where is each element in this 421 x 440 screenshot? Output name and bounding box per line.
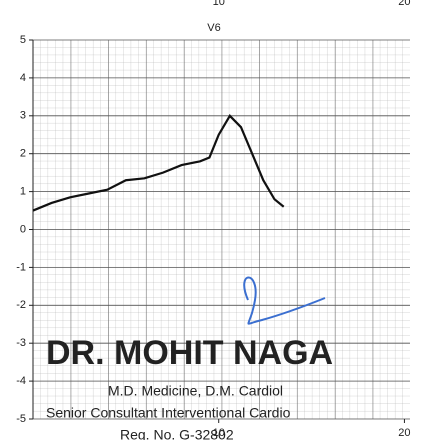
stamp-text: Senior Consultant Interventional Cardio [46, 405, 291, 421]
y-tick-label: 2 [20, 148, 26, 160]
data-line [32, 114, 285, 212]
stamp-text: Reg. No. G-32802 [120, 427, 234, 440]
x-tick-label: 10 [213, 427, 225, 439]
y-tick-label: -4 [16, 375, 26, 387]
stamp-text: M.D. Medicine, D.M. Cardiol [108, 383, 283, 399]
y-tick-label: 3 [20, 110, 26, 122]
y-tick-label: 0 [20, 223, 26, 235]
y-tick-label: 1 [20, 186, 26, 198]
x-tick-label-top: 20 [398, 0, 410, 8]
signature [243, 276, 326, 325]
y-tick-label: -5 [16, 413, 26, 425]
x-tick-label: 20 [398, 427, 410, 439]
chart-title: V6 [207, 22, 220, 34]
y-tick-label: 4 [20, 72, 26, 84]
stamp-text: DR. MOHIT NAGA [46, 334, 333, 372]
y-tick-label: 5 [20, 34, 26, 46]
y-tick-label: -3 [16, 337, 26, 349]
y-tick-label: -2 [16, 299, 26, 311]
x-tick-label-top: 10 [213, 0, 225, 8]
y-tick-label: -1 [16, 261, 26, 273]
stamp: DR. MOHIT NAGA M.D. Medicine, D.M. Cardio… [46, 334, 333, 440]
